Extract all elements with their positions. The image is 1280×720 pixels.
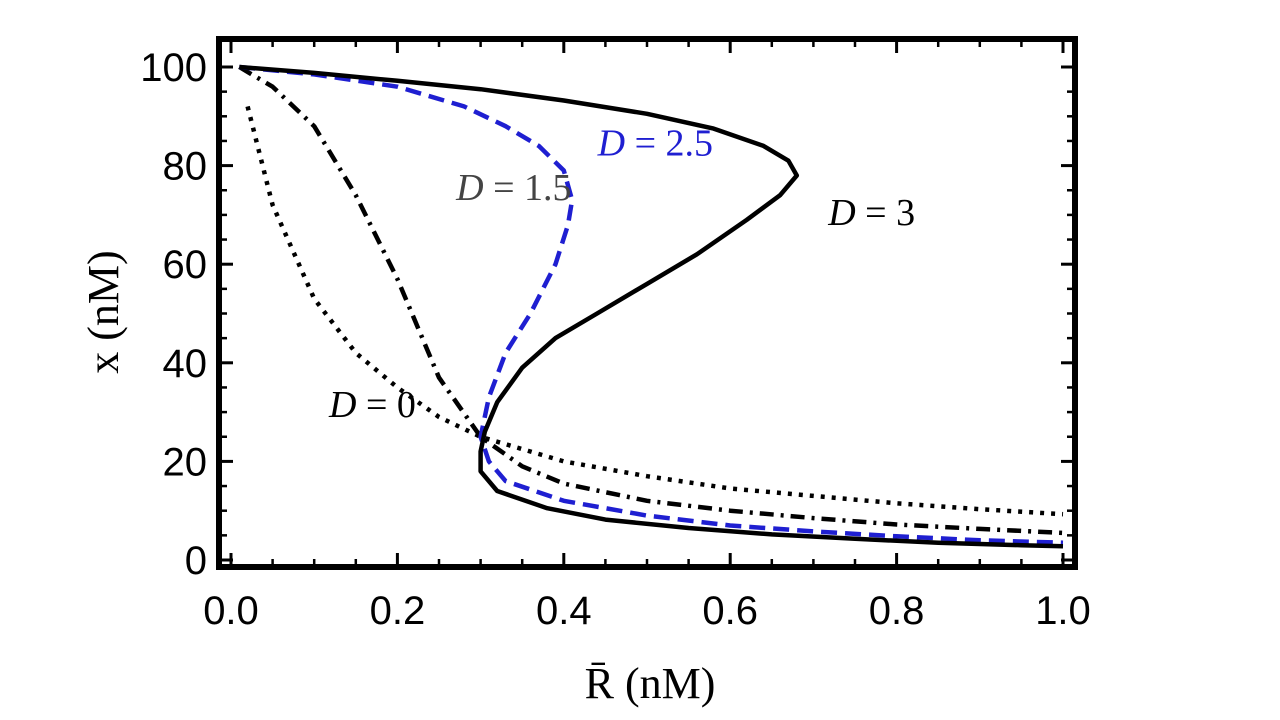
series-label-0: D = 0	[328, 384, 416, 426]
y-tick-label: 80	[163, 145, 208, 189]
series-line-1	[238, 65, 1064, 536]
x-tick-label: 0.0	[203, 589, 259, 633]
series-line-0	[245, 105, 1064, 517]
y-tick-label: 40	[163, 342, 208, 386]
x-axis-title: R̄ (nM)	[585, 659, 716, 708]
y-tick-label: 100	[140, 46, 207, 90]
y-tick-label: 0	[185, 539, 207, 583]
y-tick-label: 60	[163, 243, 208, 287]
tick-marks	[219, 39, 1075, 567]
series-layer	[238, 64, 1064, 549]
series-label-1: D = 1.5	[455, 167, 571, 209]
series-line-2	[239, 64, 1064, 545]
x-tick-label: 0.2	[370, 589, 426, 633]
y-axis-title: x (nM)	[79, 250, 128, 373]
series-line-3	[239, 64, 1064, 549]
x-tick-label: 0.6	[702, 589, 758, 633]
y-tick-label: 20	[163, 440, 208, 484]
x-tick-label: 0.8	[869, 589, 925, 633]
x-tick-label: 0.4	[536, 589, 592, 633]
series-label-3: D = 3	[827, 192, 915, 234]
x-tick-label: 1.0	[1035, 589, 1091, 633]
plot-frame	[216, 36, 1078, 570]
tick-labels: 0.0 0.2 0.4 0.6 0.8 1.0 0 20 40 60 80 100	[140, 46, 1091, 633]
series-labels: D = 0 D = 1.5 D = 2.5 D = 3	[328, 123, 915, 426]
series-label-2: D = 2.5	[597, 123, 713, 165]
